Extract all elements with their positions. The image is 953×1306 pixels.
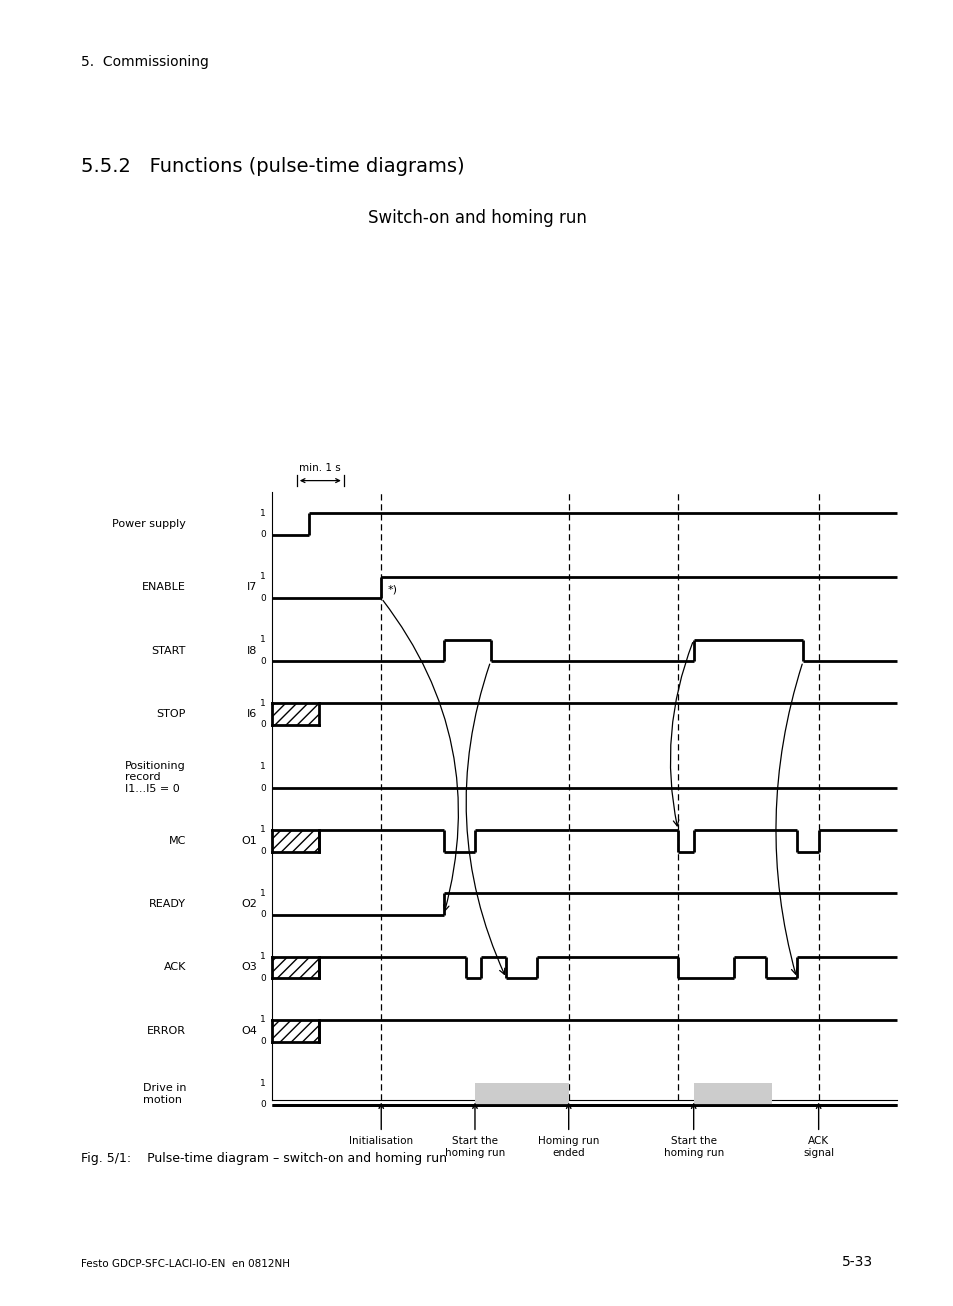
Text: Start the
homing run: Start the homing run — [444, 1136, 504, 1158]
Bar — [272, 831, 318, 852]
Text: Positioning
record
I1...I5 = 0: Positioning record I1...I5 = 0 — [125, 761, 186, 794]
Text: Initialisation: Initialisation — [349, 1136, 413, 1147]
Text: 1: 1 — [260, 509, 266, 517]
Text: STOP: STOP — [156, 709, 186, 720]
Text: 0: 0 — [260, 848, 266, 855]
Text: START: START — [152, 645, 186, 656]
Text: O4: O4 — [241, 1025, 257, 1036]
Text: O2: O2 — [241, 899, 257, 909]
Text: 1: 1 — [260, 825, 266, 835]
Text: I8: I8 — [247, 645, 257, 656]
Text: Power supply: Power supply — [112, 518, 186, 529]
Text: ACK
signal: ACK signal — [802, 1136, 833, 1158]
Text: 0: 0 — [260, 784, 266, 793]
Text: MC: MC — [169, 836, 186, 846]
Text: 0: 0 — [260, 594, 266, 602]
Text: 1: 1 — [260, 636, 266, 644]
Text: 0: 0 — [260, 1037, 266, 1046]
Bar — [272, 957, 318, 978]
Text: ACK: ACK — [164, 963, 186, 973]
Text: ENABLE: ENABLE — [142, 582, 186, 593]
Text: 5-33: 5-33 — [841, 1255, 872, 1269]
Text: 1: 1 — [260, 763, 266, 771]
Text: Switch-on and homing run: Switch-on and homing run — [367, 209, 586, 227]
Text: READY: READY — [149, 899, 186, 909]
Text: 0: 0 — [260, 1101, 266, 1109]
Text: 1: 1 — [260, 889, 266, 897]
Text: 1: 1 — [260, 572, 266, 581]
Text: 0: 0 — [260, 910, 266, 919]
Text: 1: 1 — [260, 952, 266, 961]
Text: I7: I7 — [247, 582, 257, 593]
Text: Homing run
ended: Homing run ended — [537, 1136, 598, 1158]
Text: ERROR: ERROR — [147, 1025, 186, 1036]
Text: 1: 1 — [260, 1079, 266, 1088]
Bar — [272, 704, 318, 725]
Text: 5.5.2   Functions (pulse-time diagrams): 5.5.2 Functions (pulse-time diagrams) — [81, 157, 464, 176]
Text: 5.  Commissioning: 5. Commissioning — [81, 55, 209, 69]
Text: O1: O1 — [241, 836, 257, 846]
Text: 0: 0 — [260, 721, 266, 729]
Text: 0: 0 — [260, 657, 266, 666]
Bar — [475, 1084, 568, 1105]
Text: Fig. 5/1:    Pulse-time diagram – switch-on and homing run: Fig. 5/1: Pulse-time diagram – switch-on… — [81, 1152, 447, 1165]
Text: 1: 1 — [260, 699, 266, 708]
Text: Drive in
motion: Drive in motion — [142, 1083, 186, 1105]
Text: I6: I6 — [247, 709, 257, 720]
Text: Start the
homing run: Start the homing run — [663, 1136, 723, 1158]
Text: Festo GDCP-SFC-LACI-IO-EN  en 0812NH: Festo GDCP-SFC-LACI-IO-EN en 0812NH — [81, 1259, 290, 1269]
Text: min. 1 s: min. 1 s — [299, 462, 341, 473]
Text: O3: O3 — [241, 963, 257, 973]
Bar — [272, 1020, 318, 1041]
Text: 0: 0 — [260, 530, 266, 539]
Text: 1: 1 — [260, 1016, 266, 1024]
Text: *): *) — [387, 584, 397, 594]
Text: 0: 0 — [260, 974, 266, 982]
Bar — [693, 1084, 771, 1105]
